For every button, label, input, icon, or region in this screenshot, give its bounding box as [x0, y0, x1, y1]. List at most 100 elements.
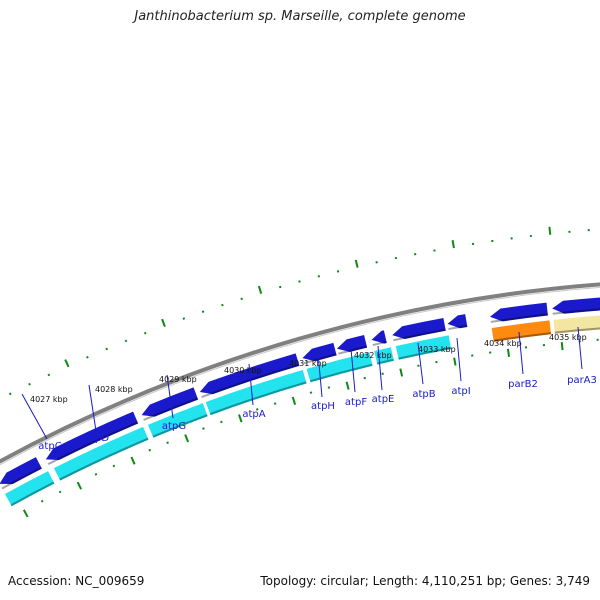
outer-tick	[298, 280, 301, 283]
scale-labels: 4027 kbp 4028 kbp 4029 kbp 4030 kbp 4031 kbp…	[30, 333, 587, 404]
inner-tick	[506, 348, 511, 357]
inner-tick	[40, 499, 44, 503]
scale-label: 4027 kbp	[30, 395, 68, 404]
outer-tick	[28, 382, 31, 386]
inner-tick-track	[22, 338, 599, 518]
outer-tick	[354, 259, 359, 268]
reverse-gene-1	[53, 426, 149, 481]
outer-tick	[8, 392, 12, 396]
forward-gene-2-edge	[143, 397, 199, 421]
forward-gene-6	[371, 330, 387, 344]
gene-leader-line	[456, 337, 462, 382]
reverse-gene-4	[306, 352, 373, 383]
outer-tick	[64, 359, 70, 368]
genome-backbone	[0, 282, 600, 466]
outer-tick	[548, 226, 552, 235]
outer-tick	[451, 240, 455, 249]
gene-label-atpC: atpC	[38, 441, 61, 452]
inner-tick	[291, 396, 297, 405]
gene-leader-line	[88, 384, 97, 432]
reverse-gene-4-edge	[309, 363, 373, 383]
inner-tick	[220, 420, 223, 424]
gene-label-parB2: parB2	[508, 379, 538, 390]
gene-label-atpG: atpG	[162, 421, 186, 432]
outer-tick-track	[8, 226, 590, 396]
forward-gene-4-edge	[303, 353, 337, 365]
outer-tick	[221, 303, 224, 307]
inner-tick	[148, 448, 152, 452]
backbone-arc	[0, 282, 600, 464]
backbone-highlight	[0, 286, 600, 466]
forward-gene-10-edge	[552, 308, 600, 315]
inner-tick	[560, 342, 564, 351]
scale-label: 4032 kbp	[354, 351, 392, 360]
inner-tick	[453, 357, 457, 366]
gene-leader-line	[248, 363, 254, 406]
forward-gene-2	[141, 387, 199, 417]
gene-leader-line	[350, 348, 356, 393]
inner-tick	[255, 408, 259, 411]
forward-gene-8	[447, 314, 468, 329]
gene-leader-line	[21, 393, 48, 440]
reverse-gene-3-edge	[209, 381, 307, 416]
outer-tick	[47, 373, 51, 377]
outer-tick	[105, 347, 108, 351]
inner-tick	[399, 368, 404, 377]
outer-tick	[240, 297, 243, 301]
outer-tick	[182, 317, 186, 320]
reverse-gene-6	[395, 335, 452, 360]
scale-label: 4034 kbp	[484, 339, 522, 348]
forward-gene-4	[302, 342, 337, 362]
inner-tick	[130, 456, 136, 465]
gene-leader-line	[577, 326, 583, 370]
reverse-gene-5-edge	[376, 358, 394, 365]
inner-tick	[22, 509, 29, 518]
reverse-gene-6-edge	[398, 346, 452, 360]
inner-tick	[238, 414, 243, 423]
inner-tick	[184, 434, 190, 443]
forward-gene-10	[552, 297, 600, 314]
forward-gene-1-edge	[47, 421, 139, 465]
scale-label: 4035 kbp	[549, 333, 587, 342]
reverse-gene-2	[147, 403, 208, 438]
gene-label-atpH: atpH	[311, 401, 335, 412]
gene-label-parA3: parA3	[567, 375, 597, 386]
gene-label-atpI: atpI	[451, 386, 470, 397]
outer-tick	[317, 275, 321, 278]
inner-tick	[327, 386, 331, 389]
gene-label-atpB: atpB	[412, 389, 435, 400]
scale-label: 4031 kbp	[289, 359, 327, 368]
gene-leader-line	[377, 345, 383, 391]
reverse-gene-8-edge	[554, 327, 600, 334]
outer-tick	[86, 355, 89, 359]
scale-label: 4033 kbp	[418, 345, 456, 354]
inner-tick	[112, 464, 116, 468]
forward-gene-5-edge	[338, 345, 368, 355]
forward-gene-9-edge	[490, 313, 548, 323]
inner-tick	[273, 402, 277, 405]
scale-label: 4028 kbp	[95, 385, 133, 394]
outer-tick	[161, 318, 166, 327]
reverse-gene-0	[4, 471, 55, 507]
forward-gene-0	[0, 457, 42, 485]
accession-text: Accession: NC_009659	[8, 574, 145, 588]
forward-gene-6-edge	[372, 340, 387, 347]
map-title: Janthinobacterium sp. Marseille, complet…	[134, 9, 466, 24]
reverse-gene-2-edge	[152, 414, 208, 438]
forward-gene-5	[336, 335, 368, 352]
outer-tick	[201, 310, 205, 313]
inner-tick	[345, 381, 350, 390]
reverse-gene-0-edge	[10, 481, 55, 507]
reverse-gene-1-edge	[59, 437, 149, 481]
forward-gene-8-edge	[448, 324, 468, 331]
forward-gene-1	[45, 411, 139, 460]
scale-label: 4029 kbp	[159, 375, 197, 384]
reverse-gene-3	[205, 370, 307, 416]
gene-leader-line	[417, 342, 424, 385]
forward-gene-3-edge	[201, 363, 300, 398]
genome-stats-text: Topology: circular; Length: 4,110,251 bp…	[260, 574, 590, 588]
gene-label-atpF: atpF	[345, 397, 367, 408]
forward-gene-9	[489, 302, 548, 322]
inner-tick	[166, 441, 169, 444]
gene-label-atpE: atpE	[372, 394, 395, 405]
